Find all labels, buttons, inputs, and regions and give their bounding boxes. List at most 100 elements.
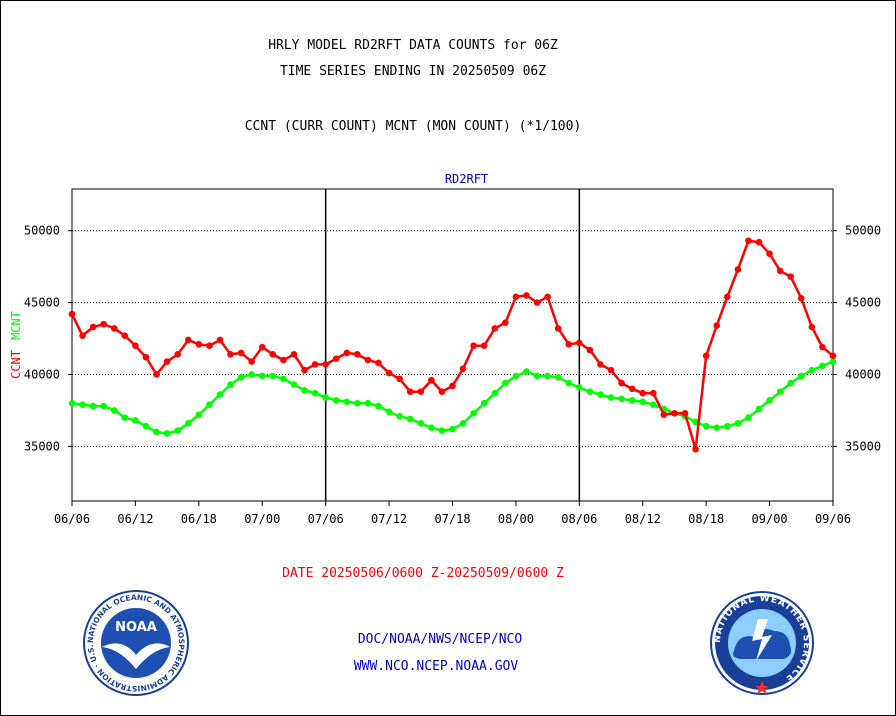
data-point-ccnt: [332, 355, 340, 362]
x-tick-label: 08/06: [561, 512, 597, 526]
data-point-ccnt: [660, 411, 668, 419]
data-point-mcnt: [766, 397, 773, 404]
data-point-ccnt: [755, 238, 763, 246]
data-point-mcnt: [311, 389, 319, 397]
data-point-mcnt: [301, 386, 308, 394]
data-point-ccnt: [163, 358, 171, 365]
data-point-mcnt: [797, 372, 805, 380]
data-point-ccnt: [544, 293, 551, 301]
data-point-ccnt: [322, 361, 329, 368]
data-point-ccnt: [692, 445, 699, 453]
data-point-ccnt: [776, 267, 784, 275]
data-point-ccnt: [354, 351, 361, 358]
data-point-mcnt: [459, 420, 467, 427]
y-axis-label-ccnt: CCNT: [9, 350, 23, 379]
data-point-ccnt: [68, 310, 76, 318]
data-point-ccnt: [301, 366, 308, 374]
data-point-ccnt: [142, 353, 150, 361]
y-tick-label-left: 45000: [24, 296, 60, 310]
data-point-mcnt: [163, 430, 171, 437]
data-point-ccnt: [184, 336, 192, 344]
data-point-mcnt: [787, 379, 795, 387]
y-tick-label-left: 50000: [24, 224, 60, 238]
data-point-mcnt: [702, 422, 710, 430]
x-tick-label: 08/18: [688, 512, 724, 526]
data-point-mcnt: [406, 415, 414, 423]
data-point-mcnt: [618, 395, 625, 403]
y-tick-label-left: 35000: [24, 439, 60, 453]
data-point-ccnt: [343, 349, 351, 357]
data-point-ccnt: [248, 358, 255, 365]
y-axis-label-mcnt: MCNT: [9, 311, 23, 340]
data-point-mcnt: [258, 372, 266, 380]
data-point-mcnt: [79, 401, 86, 408]
data-point-mcnt: [565, 379, 573, 387]
data-point-ccnt: [523, 292, 530, 299]
data-point-mcnt: [195, 411, 203, 419]
data-point-mcnt: [628, 397, 636, 404]
data-point-mcnt: [248, 371, 255, 378]
url-label: WWW.NCO.NCEP.NOAA.GOV: [353, 659, 519, 674]
data-point-mcnt: [480, 399, 488, 407]
data-point-ccnt: [480, 342, 488, 350]
y-tick-label-right: 50000: [845, 224, 881, 238]
y-tick-label-left: 40000: [24, 367, 60, 381]
data-point-mcnt: [332, 397, 340, 404]
data-point-mcnt: [364, 399, 372, 407]
data-point-ccnt: [618, 379, 625, 387]
data-point-mcnt: [417, 420, 425, 427]
data-point-mcnt: [713, 424, 721, 431]
data-point-ccnt: [576, 339, 583, 347]
data-point-mcnt: [89, 402, 97, 410]
data-point-mcnt: [523, 368, 530, 375]
data-point-mcnt: [639, 398, 647, 406]
y-tick-label-right: 45000: [845, 296, 881, 310]
data-point-ccnt: [628, 385, 636, 393]
data-point-ccnt: [502, 319, 509, 327]
data-point-ccnt: [290, 351, 298, 358]
data-point-ccnt: [417, 388, 425, 396]
series-line-ccnt: [70, 239, 834, 451]
data-point-mcnt: [586, 388, 594, 396]
data-point-ccnt: [280, 356, 287, 364]
data-point-mcnt: [829, 358, 837, 365]
data-point-ccnt: [554, 325, 562, 332]
x-tick-label: 07/06: [308, 512, 344, 526]
data-point-ccnt: [153, 371, 160, 378]
data-point-mcnt: [428, 424, 435, 431]
data-point-ccnt: [671, 409, 678, 417]
data-point-ccnt: [438, 388, 446, 396]
data-point-mcnt: [110, 407, 118, 414]
data-point-ccnt: [702, 352, 710, 360]
data-point-mcnt: [470, 409, 477, 417]
data-point-mcnt: [449, 425, 456, 433]
data-point-mcnt: [385, 408, 393, 416]
data-point-mcnt: [745, 414, 752, 421]
data-point-ccnt: [819, 343, 826, 351]
data-point-mcnt: [491, 389, 499, 397]
chart-title-line1: HRLY MODEL RD2RFT DATA COUNTS for 06Z: [268, 38, 558, 53]
data-point-mcnt: [544, 372, 551, 380]
plot-area-border: [71, 188, 834, 502]
x-tick-label: 06/06: [54, 512, 90, 526]
x-tick-label: 07/12: [371, 512, 407, 526]
data-point-ccnt: [565, 340, 573, 348]
data-point-ccnt: [808, 323, 816, 331]
y-tick-label-right: 40000: [845, 367, 881, 381]
data-point-ccnt: [829, 352, 837, 360]
data-point-ccnt: [258, 343, 266, 351]
data-point-ccnt: [724, 293, 731, 301]
data-point-mcnt: [724, 422, 731, 430]
data-point-mcnt: [68, 399, 76, 407]
y-axis-label: CCNT MCNT: [9, 311, 23, 379]
data-point-ccnt: [459, 365, 467, 373]
data-point-mcnt: [280, 375, 287, 383]
data-point-mcnt: [819, 362, 826, 370]
data-point-mcnt: [808, 366, 816, 374]
data-point-ccnt: [174, 351, 181, 358]
x-tick-label: 08/12: [625, 512, 661, 526]
noaa-logo: NATIONAL OCEANIC AND ATMOSPHERIC ADMINIS…: [82, 589, 189, 696]
data-point-mcnt: [227, 381, 234, 388]
data-point-ccnt: [227, 351, 234, 358]
